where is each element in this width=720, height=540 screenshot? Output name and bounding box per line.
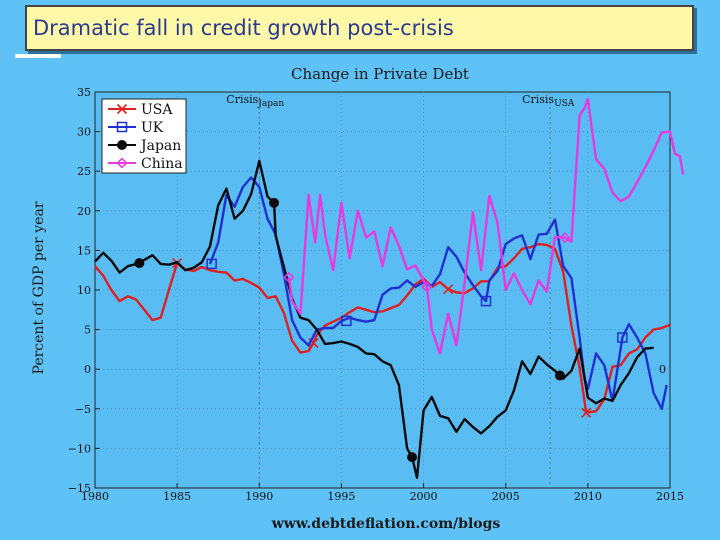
source-label: www.debtdeflation.com/blogs	[271, 516, 501, 532]
series-marker-china	[283, 271, 295, 283]
series-marker-japan	[269, 197, 280, 208]
series-marker-uk	[617, 332, 628, 343]
decorative-bar	[15, 54, 61, 58]
x-tick-label: 2000	[410, 490, 438, 503]
legend-marker-japan	[117, 140, 127, 150]
series-line-usa	[94, 242, 671, 414]
series-marker-japan	[134, 258, 145, 269]
zero-right-label: 0	[659, 363, 666, 376]
x-tick-label: 2005	[492, 490, 520, 503]
y-tick-label: 25	[77, 165, 91, 178]
y-tick-label: 35	[77, 86, 91, 99]
legend-marker-usa	[116, 103, 128, 115]
legend-label-usa: USA	[141, 102, 173, 118]
legend-label-china: China	[141, 156, 183, 172]
series-marker-china	[559, 232, 571, 244]
legend-marker-uk	[116, 121, 128, 133]
legend-label-uk: UK	[141, 120, 164, 136]
x-tick-label: 2015	[656, 490, 684, 503]
x-tick-label: 1990	[245, 490, 273, 503]
x-tick-label: 1985	[163, 490, 191, 503]
y-tick-label: 15	[77, 244, 91, 257]
series-marker-japan	[554, 370, 565, 381]
legend-label-japan: Japan	[139, 138, 181, 154]
y-tick-label: −15	[68, 482, 91, 495]
series-line-china	[287, 97, 685, 355]
y-tick-label: 30	[77, 126, 91, 139]
slide-title-box: Dramatic fall in credit growth post-cris…	[25, 5, 694, 51]
slide-title: Dramatic fall in credit growth post-cris…	[33, 16, 454, 40]
y-axis-label: Percent of GDP per year	[31, 201, 47, 374]
series-marker-usa	[443, 284, 454, 295]
y-tick-label: 5	[84, 324, 91, 337]
series-marker-japan	[407, 452, 418, 463]
x-tick-label: 1980	[81, 490, 109, 503]
legend-box	[101, 98, 187, 174]
series-marker-usa	[581, 407, 592, 418]
chart-title: Change in Private Debt	[291, 65, 469, 83]
series-marker-china	[421, 281, 433, 293]
series-marker-uk	[206, 258, 217, 270]
series-marker-uk	[341, 315, 352, 327]
series-marker-uk	[480, 295, 492, 307]
series-line-uk	[208, 176, 668, 410]
legend-marker-china	[116, 157, 128, 169]
x-tick-label: 2010	[574, 490, 602, 503]
x-tick-label: 1995	[327, 490, 355, 503]
y-tick-label: 0	[84, 363, 91, 376]
y-tick-label: 20	[77, 205, 91, 218]
y-tick-label: 10	[77, 284, 91, 297]
y-tick-label: −10	[68, 442, 91, 455]
y-tick-label: −5	[75, 403, 91, 416]
